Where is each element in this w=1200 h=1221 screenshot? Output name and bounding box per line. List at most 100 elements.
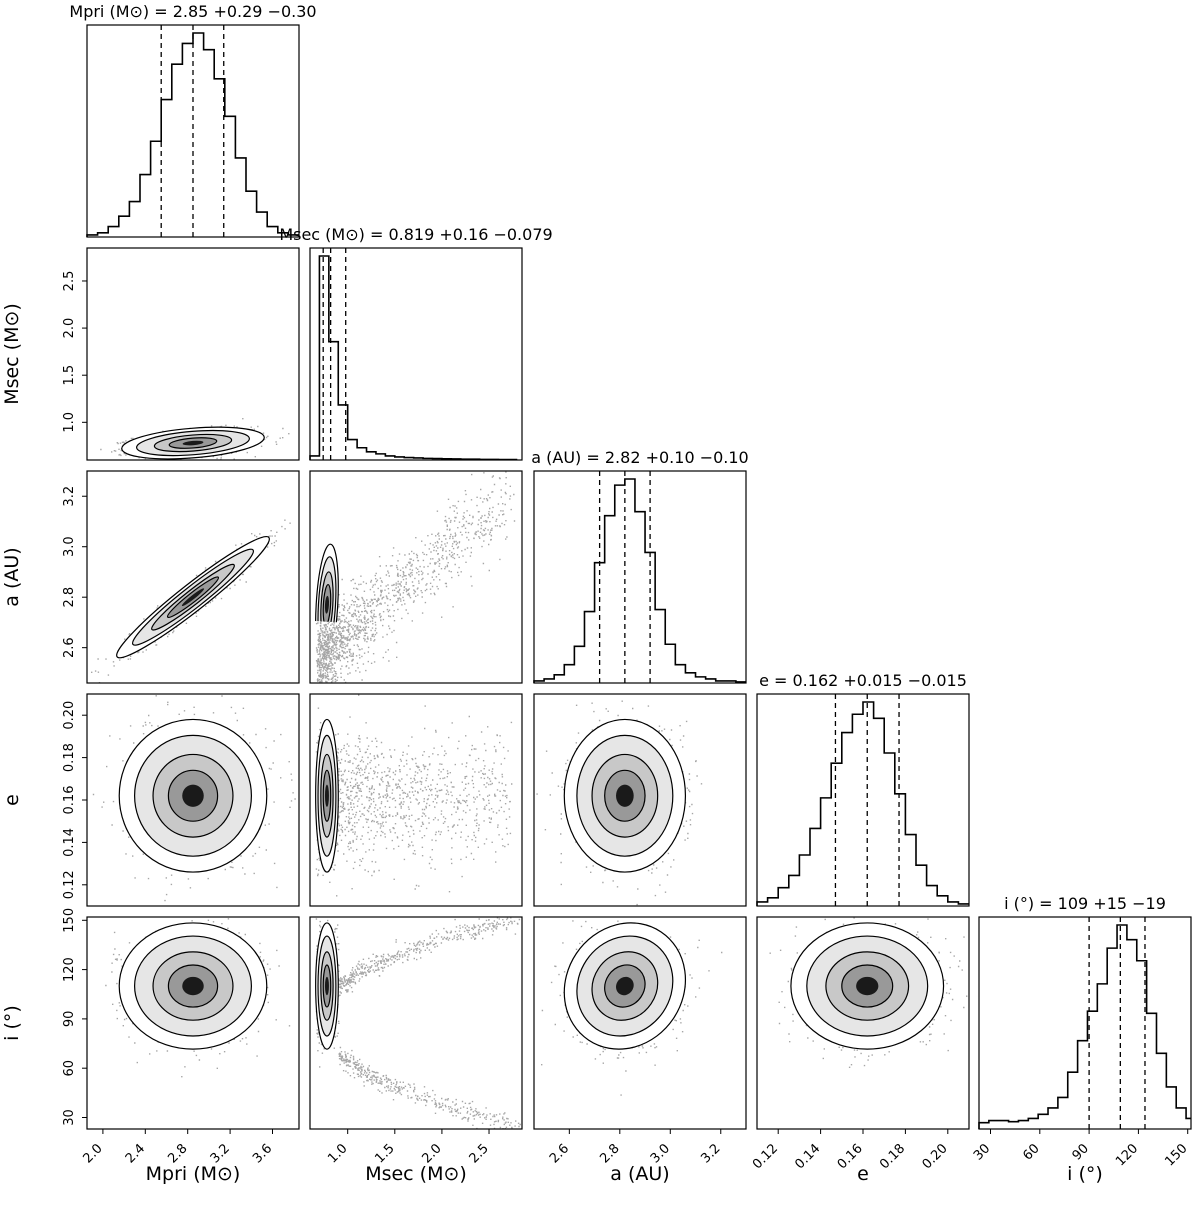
tick-label: 0.12 (62, 870, 77, 899)
axis-label-a: a (AU) (1, 547, 23, 606)
tick-label: 0.14 (62, 828, 77, 857)
tick-label: 30 (971, 1141, 993, 1163)
axis-label-e: e (1, 794, 23, 806)
panel-a-vs-mpri (86, 470, 300, 684)
title-msec: Msec (M⊙) = 0.819 +0.16 −0.079 (279, 225, 552, 244)
tick-label: 0.12 (750, 1141, 781, 1172)
axis-label-e: e (857, 1163, 869, 1185)
x-axis-a: 2.6 2.8 3.0 3.2a (AU) (547, 1129, 724, 1185)
panel-a-vs-msec (309, 470, 523, 684)
tick-label: 2.6 (62, 637, 77, 658)
tick-label: 2.8 (62, 587, 77, 608)
panel-i-vs-mpri (86, 916, 300, 1130)
tick-label: 2.0 (80, 1141, 105, 1166)
panel-frame (978, 916, 1192, 1130)
panel-frame (86, 24, 300, 238)
panel-e-vs-msec (309, 693, 523, 907)
title-mpri: Mpri (M⊙) = 2.85 +0.29 −0.30 (69, 2, 316, 21)
axis-label-i: i (°) (1, 1005, 23, 1041)
axis-label-msec: Msec (M⊙) (365, 1163, 467, 1185)
y-axis-msec: 1.0 1.5 2.0 2.5 Msec (M⊙) (1, 271, 87, 433)
panel-frame (309, 470, 523, 684)
tick-label: 30 (62, 1109, 77, 1126)
panel-frame (756, 693, 970, 907)
y-axis-i: 30 60 90 120 150 i (°) (1, 908, 87, 1126)
title-i: i (°) = 109 +15 −19 (1004, 894, 1166, 913)
scatter-points (315, 694, 513, 897)
tick-label: 0.20 (62, 701, 77, 730)
axis-label-mpri: Mpri (M⊙) (146, 1163, 241, 1185)
tick-label: 2.5 (62, 271, 77, 292)
tick-label: 0.14 (792, 1141, 823, 1172)
density-contour (324, 784, 329, 807)
tick-label: 2.0 (62, 318, 77, 339)
scatter-points (315, 471, 516, 683)
tick-label: 2.4 (123, 1141, 148, 1166)
tick-label: 90 (1070, 1141, 1092, 1163)
density-contour (616, 976, 634, 996)
scatter-points (315, 917, 521, 1129)
x-axis-e: 0.12 0.14 0.16 0.18 0.20e (750, 1129, 951, 1185)
tick-label: 1.0 (62, 412, 77, 433)
panel-frame (309, 247, 523, 461)
tick-label: 3.2 (698, 1141, 723, 1166)
density-contour (324, 595, 330, 614)
y-axis-e: 0.12 0.14 0.16 0.18 0.20 e (1, 701, 87, 899)
panel-frame (309, 693, 523, 907)
hist-mpri (86, 24, 300, 238)
tick-label: 2.6 (547, 1141, 572, 1166)
axis-label-i: i (°) (1067, 1163, 1103, 1185)
title-e: e = 0.162 +0.015 −0.015 (759, 671, 967, 690)
tick-label: 150 (1162, 1141, 1190, 1169)
panel-frame (309, 916, 523, 1130)
panel-i-vs-e (756, 916, 970, 1130)
tick-label: 3.6 (250, 1141, 275, 1166)
hist-a (533, 470, 747, 684)
tick-label: 60 (1020, 1141, 1042, 1163)
panel-msec-vs-mpri (86, 247, 300, 461)
panel-e-vs-a (533, 693, 747, 907)
density-contour (182, 784, 204, 807)
panel-frame (533, 470, 747, 684)
tick-label: 0.20 (920, 1141, 951, 1172)
hist-outline (978, 924, 1191, 1129)
density-contour (856, 976, 879, 996)
panel-frame (86, 470, 300, 684)
tick-label: 2.5 (467, 1141, 492, 1166)
panel-e-vs-mpri (86, 693, 300, 907)
hist-msec (309, 247, 523, 461)
tick-label: 120 (1113, 1141, 1141, 1169)
panel-frame (86, 916, 300, 1130)
panel-frame (533, 916, 747, 1130)
tick-label: 0.16 (62, 786, 77, 815)
panel-i-vs-a (533, 916, 747, 1130)
tick-label: 3.2 (62, 486, 77, 507)
density-contour (181, 588, 205, 607)
title-a: a (AU) = 2.82 +0.10 −0.10 (531, 448, 748, 467)
tick-label: 60 (62, 1060, 77, 1077)
density-contour (182, 440, 204, 446)
axis-label-msec: Msec (M⊙) (1, 303, 23, 405)
hist-e (756, 693, 970, 907)
hist-outline (533, 478, 746, 683)
hist-outline (756, 701, 969, 906)
hist-outline (309, 255, 518, 461)
panel-frame (533, 693, 747, 907)
tick-label: 3.0 (62, 536, 77, 557)
tick-label: 1.5 (62, 365, 77, 386)
panel-i-vs-msec (309, 916, 523, 1130)
density-contour (616, 784, 634, 807)
axis-label-a: a (AU) (610, 1163, 669, 1185)
tick-label: 150 (62, 908, 77, 933)
density-contour (182, 976, 204, 996)
panel-frame (86, 247, 300, 461)
tick-label: 1.0 (325, 1141, 350, 1166)
tick-label: 0.18 (877, 1141, 908, 1172)
tick-label: 90 (62, 1011, 77, 1028)
x-axis-i: 30 60 90 120 150 i (°) (971, 1129, 1191, 1185)
density-contour (324, 976, 329, 996)
tick-label: 120 (62, 957, 77, 982)
